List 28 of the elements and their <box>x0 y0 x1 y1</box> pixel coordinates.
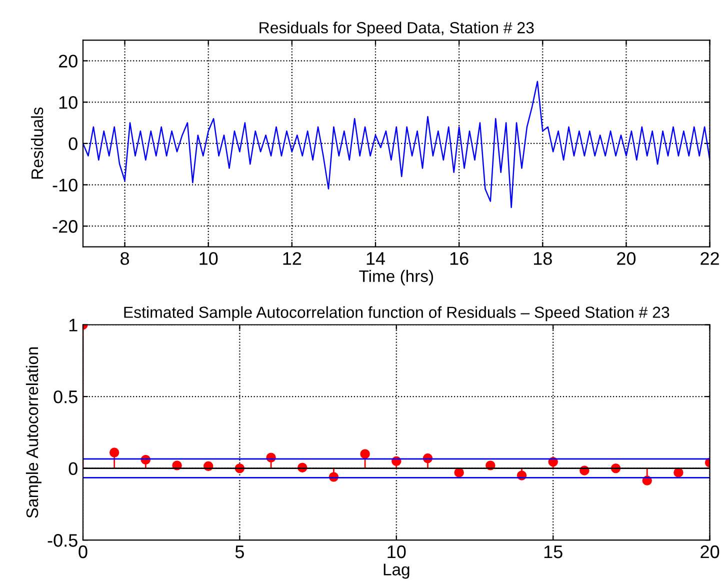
chart-title: Residuals for Speed Data, Station # 23 <box>260 22 534 37</box>
y-tick-label: 0 <box>68 137 78 150</box>
x-tick-label: 18 <box>534 252 552 265</box>
y-tick-label: 0.5 <box>54 390 78 404</box>
x-tick-label: 8 <box>120 252 130 265</box>
x-tick-label: 20 <box>700 545 720 558</box>
x-tick-label: 15 <box>544 546 562 558</box>
y-tick-label: -20 <box>52 220 78 233</box>
y-tick-label: 0 <box>68 462 78 476</box>
x-axis-title: Lag <box>384 564 410 579</box>
y-axis-title: Sample Autocorrelation <box>26 347 42 518</box>
y-tick-label: -10 <box>52 178 78 192</box>
x-tick-label: 10 <box>388 545 406 558</box>
y-axis-title: Residuals <box>30 107 44 179</box>
x-tick-label: 12 <box>283 252 302 265</box>
y-tick-label: -0.5 <box>48 534 78 547</box>
y-tick-label: 1 <box>69 318 78 332</box>
chart-title: Estimated Sample Autocorrelation function of Residuals – Speed Station # 23 <box>124 306 670 322</box>
x-tick-label: 10 <box>200 252 218 265</box>
x-tick-label: 5 <box>235 546 244 558</box>
y-tick-label: 10 <box>59 96 78 109</box>
x-tick-label: 14 <box>366 252 386 265</box>
x-tick-label: 22 <box>700 252 719 265</box>
x-axis-title: Time (hrs) <box>359 270 434 286</box>
y-tick-label: 20 <box>58 54 78 68</box>
x-tick-label: 16 <box>450 252 468 265</box>
x-tick-label: 20 <box>617 252 636 265</box>
x-tick-label: 0 <box>78 545 88 558</box>
